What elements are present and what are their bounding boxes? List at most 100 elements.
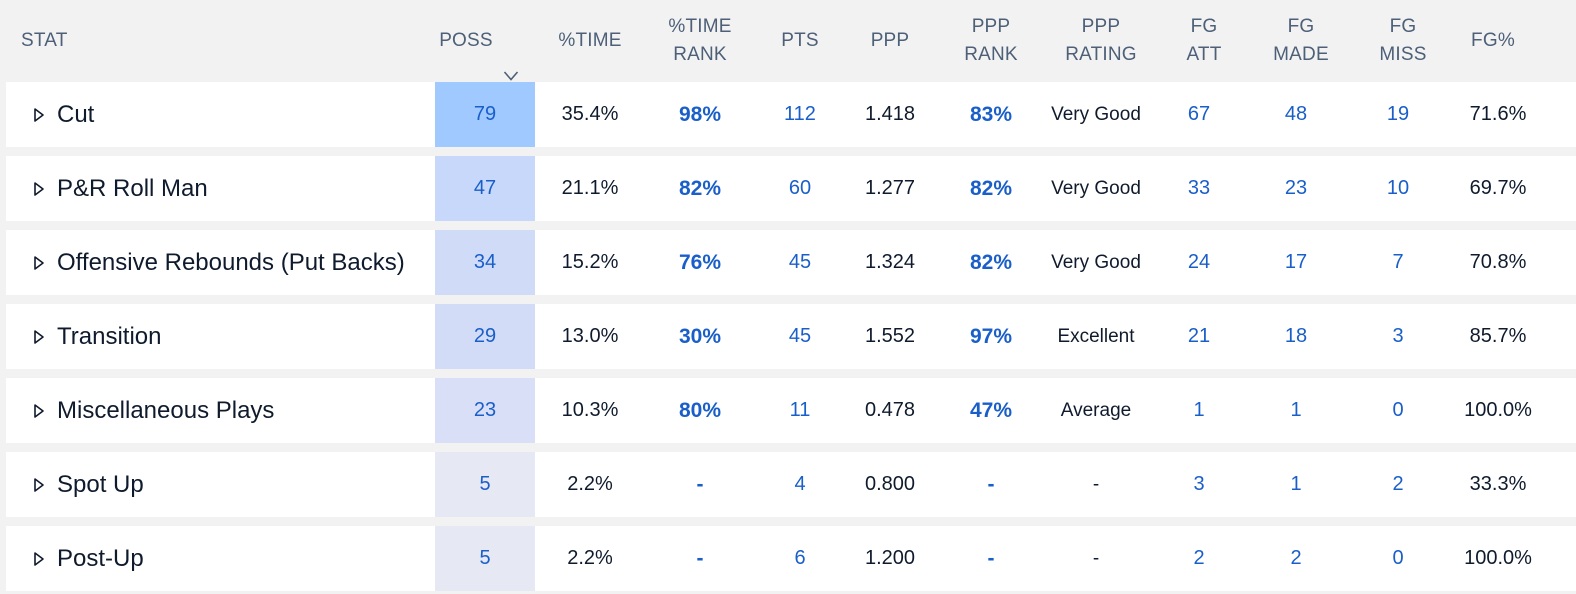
row-fg-att[interactable]: 33 [1187, 177, 1211, 199]
row-ppp: 0.800 [864, 473, 916, 495]
row-stat-name[interactable]: Post-Up [57, 544, 144, 572]
row-pts[interactable]: 45 [788, 325, 812, 347]
row-ppp-rank[interactable]: 97% [969, 324, 1013, 348]
row-fg-att[interactable]: 2 [1193, 547, 1205, 569]
row-ppp: 1.552 [864, 325, 916, 347]
row-pts[interactable]: 45 [788, 251, 812, 273]
sort-descending-icon[interactable] [503, 35, 519, 81]
row-pct-time-rank[interactable]: - [696, 546, 704, 570]
row-poss[interactable]: 5 [435, 452, 535, 517]
expand-triangle-icon[interactable] [32, 452, 46, 517]
row-pts[interactable]: 4 [794, 473, 806, 495]
row-ppp-rank[interactable]: - [987, 472, 995, 496]
row-pct-time-rank[interactable]: - [696, 472, 704, 496]
row-poss[interactable]: 23 [435, 378, 535, 443]
row-fg-made[interactable]: 2 [1290, 547, 1302, 569]
row-fg-made[interactable]: 23 [1284, 177, 1308, 199]
row-stat-name[interactable]: Spot Up [57, 470, 144, 498]
row-poss[interactable]: 34 [435, 230, 535, 295]
row-ppp-rank[interactable]: 83% [969, 102, 1013, 126]
row-ppp: 0.478 [864, 399, 916, 421]
row-fg-made[interactable]: 1 [1290, 473, 1302, 495]
header-stat[interactable]: STAT [21, 30, 68, 51]
expand-triangle-icon[interactable] [32, 378, 46, 443]
row-fg-att[interactable]: 21 [1187, 325, 1211, 347]
row-pct-time-rank[interactable]: 76% [678, 250, 722, 274]
header-fg-att[interactable]: FG ATT [1186, 16, 1222, 65]
table-row[interactable]: Offensive Rebounds (Put Backs) 34 15.2% 76%… [6, 230, 1576, 295]
row-fg-miss[interactable]: 7 [1392, 251, 1404, 273]
row-fg-miss[interactable]: 19 [1386, 103, 1410, 125]
header-ppp-rating[interactable]: PPP RATING [1065, 16, 1137, 65]
header-fg-miss[interactable]: FG MISS [1379, 16, 1427, 65]
expand-triangle-icon[interactable] [32, 156, 46, 221]
row-poss[interactable]: 29 [435, 304, 535, 369]
row-ppp-rating: Excellent [1057, 325, 1135, 347]
row-fg-made[interactable]: 17 [1284, 251, 1308, 273]
row-fg-made[interactable]: 18 [1284, 325, 1308, 347]
table-row[interactable]: Transition 29 13.0% 30% 45 1.552 97% Excellent 2… [6, 304, 1576, 369]
row-pct-time: 35.4% [561, 103, 619, 125]
row-ppp-rank[interactable]: 82% [969, 250, 1013, 274]
row-fg-miss[interactable]: 0 [1392, 399, 1404, 421]
row-pts[interactable]: 112 [784, 103, 816, 125]
header-fg-pct[interactable]: FG% [1471, 30, 1515, 51]
row-pct-time: 2.2% [567, 473, 613, 495]
header-pct-time[interactable]: %TIME [558, 30, 622, 51]
header-pts[interactable]: PTS [781, 30, 819, 51]
row-pct-time-rank[interactable]: 30% [678, 324, 722, 348]
row-ppp-rank[interactable]: - [987, 546, 995, 570]
header-poss[interactable]: POSS [429, 0, 529, 82]
row-pts[interactable]: 6 [794, 547, 806, 569]
header-fg-made[interactable]: FG MADE [1273, 16, 1329, 65]
row-pct-time-rank[interactable]: 80% [678, 398, 722, 422]
row-ppp: 1.277 [864, 177, 916, 199]
row-fg-att[interactable]: 24 [1187, 251, 1211, 273]
header-pct-time-rank[interactable]: %TIME RANK [668, 16, 732, 65]
row-fg-made[interactable]: 1 [1290, 399, 1302, 421]
header-ppp[interactable]: PPP [870, 30, 910, 51]
row-stat-name[interactable]: Transition [57, 322, 162, 350]
row-pts[interactable]: 60 [788, 177, 812, 199]
expand-triangle-icon[interactable] [32, 82, 46, 147]
row-stat-name[interactable]: Cut [57, 100, 95, 128]
row-fg-pct: 85.7% [1469, 325, 1527, 347]
row-stat-name[interactable]: Offensive Rebounds (Put Backs) [57, 248, 405, 276]
row-ppp-rating: Very Good [1051, 251, 1141, 273]
table-row[interactable]: Spot Up 5 2.2% - 4 0.800 - - 3 1 2 33.3% [6, 452, 1576, 517]
expand-triangle-icon[interactable] [32, 230, 46, 295]
row-fg-made[interactable]: 48 [1284, 103, 1308, 125]
table-row[interactable]: Miscellaneous Plays 23 10.3% 80% 11 0.478 47% A… [6, 378, 1576, 443]
table-row[interactable]: P&R Roll Man 47 21.1% 82% 60 1.277 82% Very Goo… [6, 156, 1576, 221]
row-stat-name[interactable]: Miscellaneous Plays [57, 396, 275, 424]
expand-triangle-icon[interactable] [32, 526, 46, 591]
row-ppp-rating: - [1092, 547, 1100, 569]
row-ppp-rank[interactable]: 82% [969, 176, 1013, 200]
row-fg-pct: 70.8% [1469, 251, 1527, 273]
row-ppp-rank[interactable]: 47% [969, 398, 1013, 422]
row-fg-att[interactable]: 3 [1193, 473, 1205, 495]
table-row[interactable]: Post-Up 5 2.2% - 6 1.200 - - 2 2 0 100.0% [6, 526, 1576, 591]
row-stat-name[interactable]: P&R Roll Man [57, 174, 208, 202]
row-poss[interactable]: 79 [435, 82, 535, 147]
row-fg-att[interactable]: 67 [1187, 103, 1211, 125]
table-row[interactable]: Cut 79 35.4% 98% 112 1.418 83% Very Good 67 48 19 7… [6, 82, 1576, 147]
row-ppp: 1.324 [864, 251, 916, 273]
row-ppp: 1.418 [864, 103, 916, 125]
row-pct-time: 2.2% [567, 547, 613, 569]
row-poss[interactable]: 47 [435, 156, 535, 221]
row-pct-time: 15.2% [561, 251, 619, 273]
row-pct-time-rank[interactable]: 98% [678, 102, 722, 126]
row-pts[interactable]: 11 [789, 399, 811, 421]
row-fg-pct: 100.0% [1464, 547, 1532, 569]
row-fg-miss[interactable]: 0 [1392, 547, 1404, 569]
header-ppp-rank[interactable]: PPP RANK [964, 16, 1018, 65]
row-poss[interactable]: 5 [435, 526, 535, 591]
row-fg-att[interactable]: 1 [1193, 399, 1205, 421]
row-fg-miss[interactable]: 10 [1386, 177, 1410, 199]
row-fg-miss[interactable]: 3 [1392, 325, 1404, 347]
expand-triangle-icon[interactable] [32, 304, 46, 369]
row-fg-miss[interactable]: 2 [1392, 473, 1404, 495]
row-pct-time-rank[interactable]: 82% [678, 176, 722, 200]
